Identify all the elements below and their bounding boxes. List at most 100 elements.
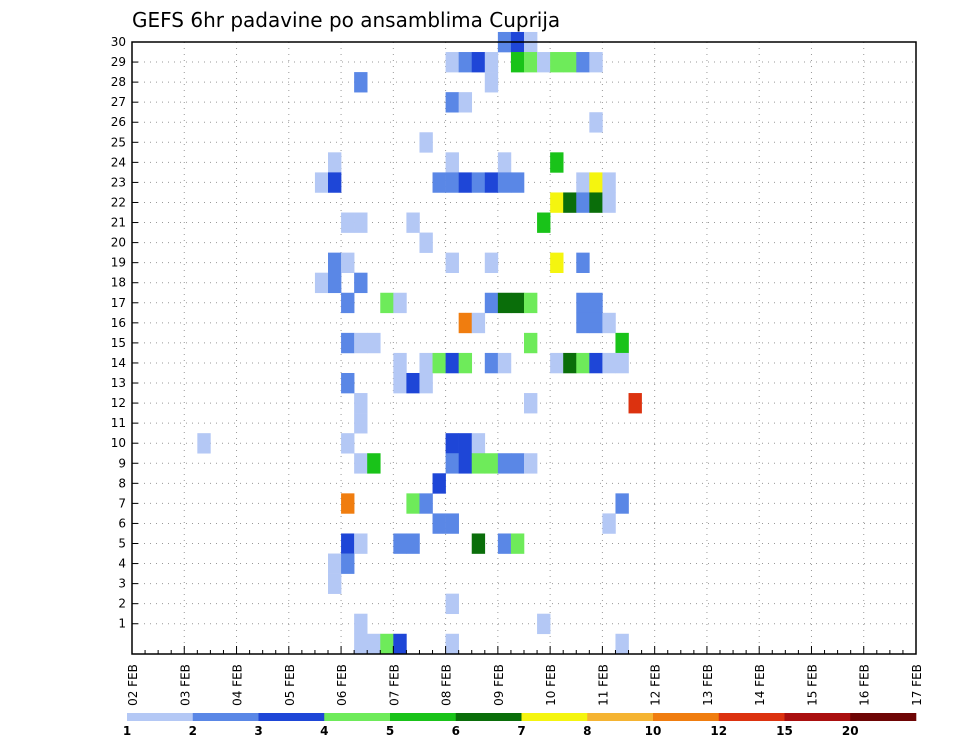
heatmap-cell bbox=[524, 393, 538, 414]
x-tick-label: 16 FEB bbox=[858, 664, 872, 706]
heatmap-cell bbox=[497, 152, 512, 173]
legend-color-bin bbox=[192, 713, 259, 721]
heatmap-cell bbox=[419, 232, 433, 253]
legend-threshold-label: 4 bbox=[320, 724, 328, 738]
x-tick-label: 12 FEB bbox=[649, 664, 663, 706]
y-tick-label: 10 bbox=[111, 436, 126, 450]
heatmap-cell bbox=[458, 172, 473, 193]
heatmap-cell bbox=[354, 272, 368, 294]
heatmap-cell bbox=[615, 493, 629, 514]
y-tick-label: 19 bbox=[111, 256, 126, 270]
heatmap-cell bbox=[471, 533, 486, 554]
heatmap-cell bbox=[550, 52, 564, 73]
heatmap-cell bbox=[445, 633, 459, 655]
x-tick-label: 03 FEB bbox=[178, 664, 192, 706]
legend-color-bin bbox=[455, 713, 522, 721]
legend-threshold-label: 10 bbox=[645, 724, 662, 738]
heatmap-cell bbox=[445, 152, 459, 173]
heatmap-cell bbox=[484, 172, 499, 193]
heatmap-cell bbox=[445, 513, 459, 534]
y-tick-label: 21 bbox=[111, 216, 126, 230]
heatmap-cell bbox=[589, 52, 603, 73]
heatmap-cell bbox=[328, 172, 342, 193]
heatmap-cell bbox=[524, 292, 538, 314]
heatmap-cell bbox=[576, 172, 590, 193]
heatmap-cell bbox=[576, 192, 590, 213]
heatmap-cell bbox=[576, 352, 590, 374]
y-tick-label: 2 bbox=[118, 597, 126, 611]
heatmap-cell bbox=[445, 352, 459, 374]
heatmap-cell bbox=[602, 513, 616, 534]
heatmap-cell bbox=[628, 393, 642, 414]
x-tick-label: 09 FEB bbox=[492, 664, 506, 706]
y-tick-label: 26 bbox=[111, 115, 126, 129]
heatmap-cell bbox=[314, 272, 329, 294]
heatmap-cell bbox=[406, 372, 420, 394]
heatmap-cell bbox=[550, 152, 564, 173]
heatmap-cell bbox=[393, 533, 407, 554]
x-tick-label: 04 FEB bbox=[231, 664, 245, 706]
heatmap-cell bbox=[354, 633, 368, 655]
heatmap-cell bbox=[458, 352, 473, 374]
legend-threshold-label: 15 bbox=[776, 724, 793, 738]
heatmap-cell bbox=[537, 52, 551, 73]
heatmap-cell bbox=[354, 393, 368, 414]
heatmap-cell bbox=[602, 192, 616, 213]
y-axis: 1234567891011121314151617181920212223242… bbox=[111, 35, 138, 631]
heatmap-cell bbox=[471, 433, 486, 454]
heatmap-cell bbox=[484, 52, 499, 73]
heatmap-cell bbox=[393, 372, 407, 394]
heatmap-cell bbox=[510, 52, 525, 73]
heatmap-cell bbox=[341, 372, 355, 394]
legend-threshold-label: 2 bbox=[189, 724, 197, 738]
x-tick-label: 02 FEB bbox=[126, 664, 140, 706]
heatmap-cell bbox=[432, 473, 446, 494]
legend-color-bin bbox=[718, 713, 785, 721]
y-tick-label: 18 bbox=[111, 276, 126, 290]
heatmap-cell bbox=[380, 633, 394, 655]
y-tick-label: 14 bbox=[111, 356, 126, 370]
heatmap-cell bbox=[458, 433, 473, 454]
x-tick-label: 11 FEB bbox=[596, 664, 610, 706]
heatmap-cell bbox=[510, 172, 525, 193]
legend-threshold-label: 6 bbox=[452, 724, 460, 738]
heatmap-cell bbox=[524, 52, 538, 73]
legend-color-bin bbox=[324, 713, 391, 721]
y-tick-label: 15 bbox=[111, 336, 126, 350]
heatmap-cell bbox=[615, 332, 629, 354]
heatmap-cell bbox=[589, 112, 603, 133]
y-tick-label: 22 bbox=[111, 195, 126, 209]
heatmap-cell bbox=[484, 252, 499, 273]
heatmap-cell bbox=[445, 252, 459, 273]
y-tick-label: 17 bbox=[111, 296, 126, 310]
heatmap-cell bbox=[314, 172, 329, 193]
x-tick-label: 15 FEB bbox=[805, 664, 819, 706]
heatmap-cell bbox=[406, 533, 420, 554]
y-tick-label: 5 bbox=[118, 537, 126, 551]
y-tick-label: 7 bbox=[118, 496, 126, 510]
legend-color-bin bbox=[127, 713, 194, 721]
heatmap-cell bbox=[484, 352, 499, 374]
x-tick-label: 05 FEB bbox=[283, 664, 297, 706]
heatmap-cell bbox=[471, 453, 486, 474]
heatmap-cell bbox=[537, 212, 551, 233]
heatmap-cell bbox=[524, 332, 538, 354]
y-tick-label: 29 bbox=[111, 55, 126, 69]
y-tick-label: 4 bbox=[118, 557, 126, 571]
y-tick-label: 11 bbox=[111, 416, 126, 430]
y-tick-label: 25 bbox=[111, 135, 126, 149]
heatmap-cell bbox=[589, 352, 603, 374]
y-tick-label: 8 bbox=[118, 476, 126, 490]
heatmap-cell bbox=[510, 453, 525, 474]
heatmap-cell bbox=[341, 553, 355, 574]
heatmap-cell bbox=[341, 493, 355, 514]
heatmap-cell bbox=[341, 332, 355, 354]
legend-threshold-label: 20 bbox=[842, 724, 859, 738]
heatmap-cell bbox=[393, 292, 407, 314]
heatmap-cell bbox=[341, 212, 355, 233]
color-legend: 1 2 3 4 5 6 7 8 10 12 15 20 bbox=[123, 713, 917, 738]
heatmap-cell bbox=[589, 172, 603, 193]
heatmap-cell bbox=[484, 453, 499, 474]
heatmap-cell bbox=[419, 132, 433, 153]
heatmap-cell bbox=[354, 212, 368, 233]
